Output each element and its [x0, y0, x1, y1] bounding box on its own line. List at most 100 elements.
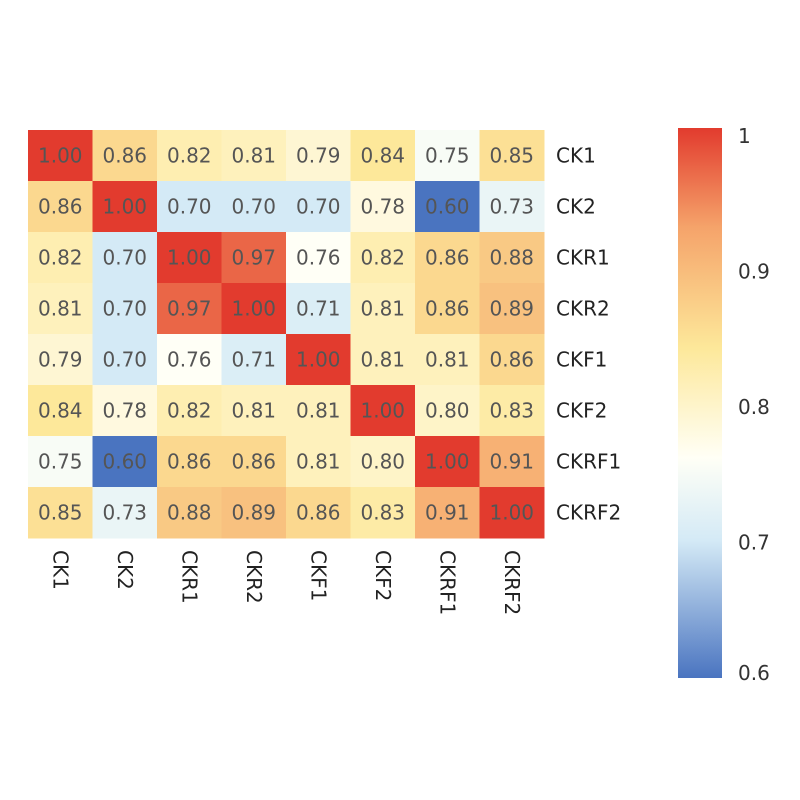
cell-value-label: 0.81	[38, 297, 83, 321]
heatmap-cell	[28, 130, 93, 182]
cell-value-label: 0.70	[102, 246, 147, 270]
cell-value-label: 0.89	[231, 501, 276, 525]
cell-value-label: 0.83	[360, 501, 405, 525]
cell-value-label: 0.97	[167, 297, 212, 321]
cell-value-label: 0.88	[167, 501, 212, 525]
colorbar-tick-label: 0.6	[738, 661, 770, 685]
heatmap-cell	[28, 334, 93, 386]
cell-value-label: 0.75	[425, 144, 470, 168]
heatmap-cell	[157, 181, 222, 233]
cell-value-label: 0.80	[425, 399, 470, 423]
heatmap-cell	[92, 283, 158, 335]
heatmap-cell	[157, 283, 222, 335]
heatmap-cell	[221, 283, 287, 335]
cell-value-label: 0.88	[489, 246, 534, 270]
heatmap-cell	[157, 487, 222, 539]
heatmap-cells: 1.00 0.86 0.82 0.81 0.79 0.84 0.75 0.85 0.86 1.00…	[28, 130, 545, 539]
heatmap-cell	[415, 385, 480, 437]
heatmap-cell	[92, 232, 158, 284]
heatmap-cell	[415, 487, 480, 539]
cell-value-label: 0.86	[167, 450, 212, 474]
heatmap-cell	[92, 487, 158, 539]
cell-value-label: 0.86	[425, 297, 470, 321]
heatmap-cell	[415, 436, 480, 488]
cell-value-label: 0.84	[38, 399, 83, 423]
heatmap-cell	[415, 181, 480, 233]
cell-value-label: 0.86	[296, 501, 341, 525]
cell-value-label: 0.81	[360, 348, 405, 372]
heatmap-cell	[350, 334, 416, 386]
cell-value-label: 0.86	[489, 348, 534, 372]
heatmap-cell	[350, 436, 416, 488]
row-label: CKF1	[556, 348, 607, 372]
cell-value-label: 0.82	[167, 144, 212, 168]
heatmap-cell	[28, 487, 93, 539]
cell-value-label: 0.82	[38, 246, 83, 270]
cell-value-label: 1.00	[38, 144, 83, 168]
column-label: CK1	[48, 550, 72, 590]
cell-value-label: 1.00	[296, 348, 341, 372]
heatmap-cell	[286, 232, 351, 284]
cell-value-label: 0.76	[167, 348, 212, 372]
row-label: CKF2	[556, 399, 607, 423]
heatmap-cell	[28, 385, 93, 437]
heatmap-cell	[479, 487, 545, 539]
cell-value-label: 0.83	[489, 399, 534, 423]
colorbar-tick-labels: 1 0.9 0.8 0.7 0.6	[738, 124, 770, 685]
heatmap-cell	[157, 436, 222, 488]
cell-value-label: 0.60	[102, 450, 147, 474]
heatmap-cell	[286, 181, 351, 233]
column-label: CKR1	[177, 550, 201, 604]
heatmap-cell	[350, 385, 416, 437]
heatmap-cell	[221, 130, 287, 182]
row-label: CKR2	[556, 297, 610, 321]
row-labels: CK1 CK2 CKR1 CKR2 CKF1 CKF2 CKRF1 CKRF2	[556, 144, 621, 525]
cell-value-label: 0.70	[231, 195, 276, 219]
cell-value-label: 0.84	[360, 144, 405, 168]
cell-value-label: 0.85	[38, 501, 83, 525]
cell-value-label: 0.86	[425, 246, 470, 270]
heatmap-cell	[286, 385, 351, 437]
heatmap-cell	[92, 334, 158, 386]
heatmap-cell	[221, 487, 287, 539]
cell-value-label: 1.00	[489, 501, 534, 525]
cell-value-label: 0.60	[425, 195, 470, 219]
heatmap-cell	[28, 181, 93, 233]
cell-value-label: 0.85	[489, 144, 534, 168]
cell-value-label: 0.82	[167, 399, 212, 423]
colorbar-tick-label: 1	[738, 124, 751, 148]
cell-value-label: 0.78	[102, 399, 147, 423]
cell-value-label: 0.89	[489, 297, 534, 321]
heatmap-cell	[415, 232, 480, 284]
cell-value-label: 0.76	[296, 246, 341, 270]
column-label: CKRF1	[435, 550, 459, 615]
row-label: CKR1	[556, 246, 610, 270]
cell-value-label: 0.91	[425, 501, 470, 525]
heatmap-cell	[479, 334, 545, 386]
heatmap-cell	[157, 334, 222, 386]
cell-value-label: 0.70	[102, 297, 147, 321]
cell-value-label: 1.00	[360, 399, 405, 423]
cell-value-label: 0.86	[231, 450, 276, 474]
heatmap-cell	[415, 334, 480, 386]
cell-value-label: 0.91	[489, 450, 534, 474]
column-label: CKF2	[371, 550, 395, 601]
heatmap-cell	[479, 385, 545, 437]
heatmap-cell	[92, 385, 158, 437]
heatmap-cell	[286, 436, 351, 488]
heatmap-cell	[157, 385, 222, 437]
cell-value-label: 1.00	[167, 246, 212, 270]
cell-value-label: 0.75	[38, 450, 83, 474]
row-label: CKRF2	[556, 501, 621, 525]
heatmap-cell	[221, 232, 287, 284]
heatmap-cell	[286, 334, 351, 386]
heatmap-cell	[479, 130, 545, 182]
cell-value-label: 0.80	[360, 450, 405, 474]
heatmap-cell	[415, 130, 480, 182]
heatmap-cell	[28, 283, 93, 335]
colorbar-tick-label: 0.8	[738, 395, 770, 419]
column-label: CKR2	[242, 550, 266, 604]
heatmap-cell	[479, 181, 545, 233]
cell-value-label: 0.81	[296, 399, 341, 423]
